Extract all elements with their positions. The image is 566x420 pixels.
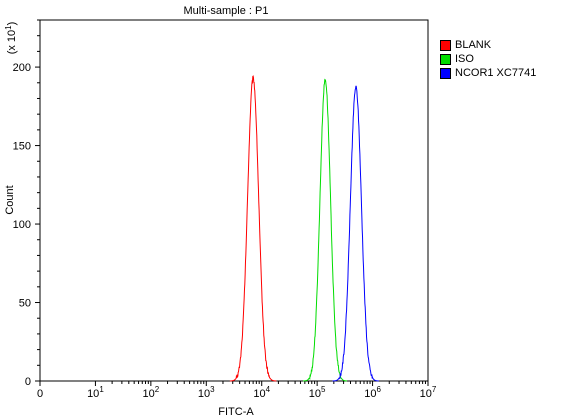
legend-swatch-ncor1	[440, 67, 451, 79]
x-axis-label: FITC-A	[218, 406, 254, 418]
legend-swatch-iso	[440, 53, 451, 65]
x-tick-label: 105	[309, 385, 326, 400]
legend: BLANK ISO NCOR1 XC7741	[440, 38, 536, 80]
y-tick-label: 50	[19, 298, 31, 310]
y-tick-label: 0	[25, 376, 31, 388]
x-tick-base: 10	[364, 388, 376, 400]
y-tick-label: 150	[13, 141, 31, 153]
y-axis-label: Count	[4, 185, 16, 214]
x-tick-label: 107	[420, 385, 437, 400]
x-tick-exp: 5	[321, 385, 326, 394]
x-tick-exp: 1	[99, 385, 104, 394]
x-tick-base: 10	[420, 388, 432, 400]
series-line-ncor1-xc7741	[332, 85, 379, 382]
y-axis: 0 50 100 150 200	[13, 19, 40, 388]
x-tick-exp: 7	[432, 385, 437, 394]
series-line-blank	[229, 75, 277, 382]
y-tick-label: 100	[13, 219, 31, 231]
legend-item-ncor1: NCOR1 XC7741	[440, 66, 536, 80]
y-multiplier-exp: 1	[4, 25, 13, 30]
y-multiplier: (x 101)	[4, 22, 18, 55]
series-line-iso	[303, 78, 348, 382]
x-tick-base: 0	[37, 388, 43, 400]
legend-label-ncor1: NCOR1 XC7741	[455, 67, 537, 79]
x-tick-exp: 3	[210, 385, 215, 394]
y-tick-label: 200	[13, 62, 31, 74]
svg-text:(x 101): (x 101)	[4, 22, 18, 55]
x-tick-label: 102	[143, 385, 160, 400]
x-tick-label: 104	[253, 385, 270, 400]
x-tick-label: 101	[87, 385, 104, 400]
legend-item-blank: BLANK	[440, 38, 536, 52]
plot-frame	[39, 19, 429, 382]
x-tick-base: 10	[309, 388, 321, 400]
legend-label-iso: ISO	[455, 53, 474, 65]
x-tick-base: 10	[87, 388, 99, 400]
legend-swatch-blank	[440, 39, 451, 51]
series-layer	[229, 75, 379, 382]
x-axis: 0 101 102 103 104 105 106 107	[37, 381, 437, 400]
legend-label-blank: BLANK	[455, 39, 492, 51]
x-tick-exp: 2	[155, 385, 160, 394]
y-multiplier-base: (x 10	[6, 30, 18, 54]
x-tick-base: 10	[198, 388, 210, 400]
x-tick-label: 103	[198, 385, 215, 400]
legend-item-iso: ISO	[440, 52, 536, 66]
chart-title: Multi-sample : P1	[184, 5, 269, 17]
x-tick-exp: 6	[376, 385, 381, 394]
x-tick-label: 0	[37, 388, 43, 400]
x-tick-label: 106	[364, 385, 381, 400]
x-tick-base: 10	[143, 388, 155, 400]
x-tick-base: 10	[253, 388, 265, 400]
x-tick-exp: 4	[266, 385, 271, 394]
